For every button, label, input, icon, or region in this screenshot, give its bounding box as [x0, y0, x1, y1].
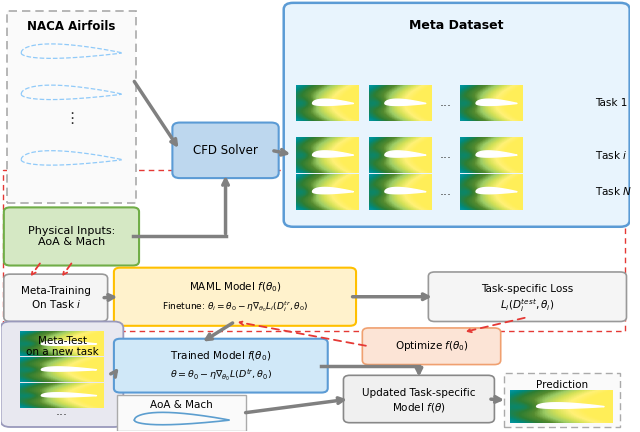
Text: MAML Model $f(\theta_0)$: MAML Model $f(\theta_0)$ — [189, 280, 281, 294]
FancyBboxPatch shape — [1, 321, 124, 427]
Text: ...: ... — [56, 404, 68, 418]
Text: CFD Solver: CFD Solver — [193, 144, 258, 157]
FancyBboxPatch shape — [504, 373, 620, 427]
Text: Updated Task-specific: Updated Task-specific — [362, 388, 476, 398]
Text: ...: ... — [440, 148, 452, 161]
FancyBboxPatch shape — [114, 339, 328, 393]
Text: Optimize $f(\theta_0)$: Optimize $f(\theta_0)$ — [395, 339, 468, 353]
FancyBboxPatch shape — [284, 3, 630, 227]
FancyBboxPatch shape — [4, 207, 139, 266]
Text: Task 1: Task 1 — [595, 98, 627, 108]
Text: Task-specific Loss: Task-specific Loss — [481, 284, 573, 294]
Text: $\theta = \theta_0 - \eta\nabla_{\theta_0}L(D^{tr}, \theta_0)$: $\theta = \theta_0 - \eta\nabla_{\theta_… — [170, 368, 272, 383]
Text: Task $N$: Task $N$ — [595, 185, 632, 197]
Text: Meta-Training
On Task $i$: Meta-Training On Task $i$ — [20, 286, 91, 310]
Text: Finetune: $\theta_i = \theta_0 - \eta\nabla_{\theta_0}L_i(D_i^{tr}, \theta_0)$: Finetune: $\theta_i = \theta_0 - \eta\na… — [162, 299, 308, 314]
Text: Model $f(\theta)$: Model $f(\theta)$ — [392, 401, 445, 414]
FancyBboxPatch shape — [362, 328, 500, 365]
Text: Meta Dataset: Meta Dataset — [410, 19, 504, 32]
FancyBboxPatch shape — [428, 272, 627, 321]
FancyBboxPatch shape — [4, 274, 108, 321]
Text: Prediction: Prediction — [536, 381, 588, 391]
Text: Trained Model $f(\theta_0)$: Trained Model $f(\theta_0)$ — [170, 350, 271, 363]
Text: ...: ... — [440, 185, 452, 198]
FancyBboxPatch shape — [114, 268, 356, 326]
Text: ...: ... — [440, 96, 452, 109]
Text: ⋮: ⋮ — [64, 111, 79, 126]
Text: Physical Inputs:
AoA & Mach: Physical Inputs: AoA & Mach — [28, 226, 115, 247]
Text: Task $i$: Task $i$ — [595, 149, 627, 161]
Text: AoA & Mach: AoA & Mach — [150, 400, 213, 410]
FancyBboxPatch shape — [344, 375, 495, 422]
FancyBboxPatch shape — [172, 123, 278, 178]
FancyBboxPatch shape — [117, 395, 246, 431]
Text: NACA Airfoils: NACA Airfoils — [28, 20, 116, 33]
Text: $L_i(D_i^{test}, \theta_i)$: $L_i(D_i^{test}, \theta_i)$ — [500, 297, 554, 314]
FancyBboxPatch shape — [7, 12, 136, 203]
Text: Meta-Test
on a new task: Meta-Test on a new task — [26, 336, 99, 357]
